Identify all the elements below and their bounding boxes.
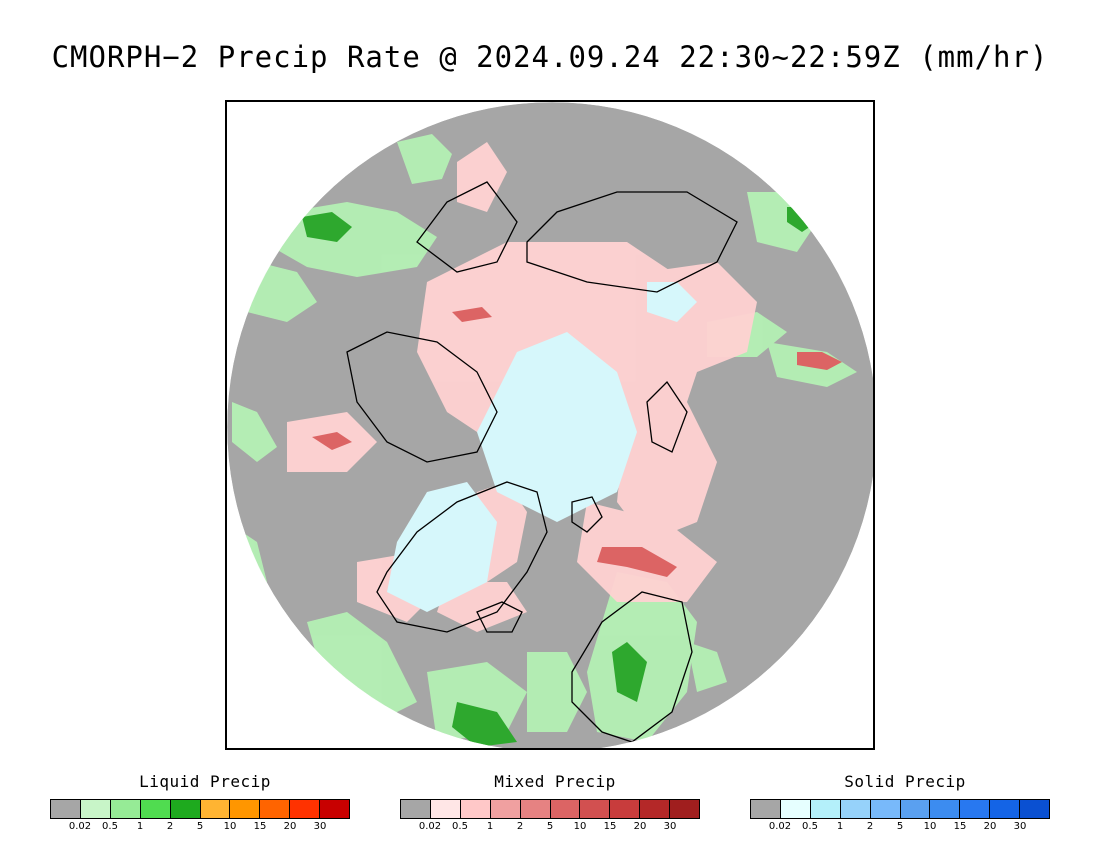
legend-solid-swatch: [751, 800, 781, 818]
legend-mixed-tick-label: 20: [633, 821, 647, 832]
legend-liquid-swatch: [80, 800, 111, 818]
legend-liquid-tick-label: 10: [223, 821, 237, 832]
legend-solid-tick-label: 15: [953, 821, 967, 832]
legend-mixed-tick-label: 30: [663, 821, 677, 832]
legend-mixed-swatch: [401, 800, 431, 818]
legend-solid-tick-label: 2: [866, 821, 874, 832]
solid-precip-areas: [387, 282, 697, 612]
legend-liquid-tick-label: 0.02: [68, 821, 92, 832]
legend-mixed-tick-label: 10: [573, 821, 587, 832]
legend-mixed-tick-label: 1: [486, 821, 494, 832]
legend-liquid-swatch: [200, 800, 231, 818]
legend-solid-tick-label: 30: [1013, 821, 1027, 832]
legend-mixed-swatch: [460, 800, 491, 818]
legend-mixed-swatch: [430, 800, 461, 818]
legend-liquid-tick-label: 1: [136, 821, 144, 832]
legend-liquid-ticks: 0.02 0.5 1 2 5 10 15 20 30: [50, 821, 350, 835]
iceland-coast: [476, 601, 523, 633]
scandinavia-coast: [571, 591, 693, 743]
legend-mixed-tick-label: 5: [546, 821, 554, 832]
legend-solid-swatch: [1020, 800, 1050, 818]
legend-liquid-tick-label: 2: [166, 821, 174, 832]
legend-liquid-swatch: [320, 800, 350, 818]
legend-solid-swatch: [930, 800, 961, 818]
legend-liquid-tick-label: 15: [253, 821, 267, 832]
legend-mixed-swatch: [670, 800, 700, 818]
legend-liquid-swatch: [51, 800, 81, 818]
canadian-archipelago-coast: [346, 331, 498, 463]
legend-liquid-swatch: [230, 800, 261, 818]
legend-solid: Solid Precip 0.02 0.5 1 2 5 10 15 20 30: [750, 772, 1060, 835]
legend-mixed-tick-label: 2: [516, 821, 524, 832]
legend-solid-swatch: [810, 800, 841, 818]
legend-solid-ticks: 0.02 0.5 1 2 5 10 15 20 30: [750, 821, 1050, 835]
legend-mixed-tick-label: 15: [603, 821, 617, 832]
legend-solid-tick-label: 0.5: [802, 821, 818, 832]
legend-mixed-swatch: [550, 800, 581, 818]
legend-mixed-swatch: [520, 800, 551, 818]
legend-liquid-swatch: [140, 800, 171, 818]
legend-solid-bar: [750, 799, 1050, 819]
legend-solid-swatch: [870, 800, 901, 818]
legend-solid-tick-label: 5: [896, 821, 904, 832]
legend-solid-swatch: [960, 800, 991, 818]
legend-mixed: Mixed Precip 0.02 0.5 1 2 5 10 15 20 30: [400, 772, 710, 835]
legend-solid-tick-label: 0.02: [768, 821, 792, 832]
greenland-coast: [376, 481, 548, 633]
chart-title: CMORPH−2 Precip Rate @ 2024.09.24 22:30~…: [51, 40, 1049, 74]
legend-liquid-swatch: [110, 800, 141, 818]
legend-solid-swatch: [780, 800, 811, 818]
legend-solid-tick-label: 1: [836, 821, 844, 832]
legend-solid-swatch: [990, 800, 1021, 818]
legend-mixed-bar: [400, 799, 700, 819]
legend-solid-swatch: [900, 800, 931, 818]
legend-mixed-tick-label: 0.5: [452, 821, 468, 832]
legend-liquid-tick-label: 5: [196, 821, 204, 832]
map-canvas: [227, 102, 873, 748]
legend-liquid-swatch: [260, 800, 291, 818]
legend-mixed-title: Mixed Precip: [494, 772, 616, 791]
heavy-liquid-cores: [302, 207, 817, 747]
siberia-coast: [526, 191, 738, 293]
legend-liquid-tick-label: 30: [313, 821, 327, 832]
legend-liquid-swatch: [290, 800, 321, 818]
legend-mixed-swatch: [640, 800, 671, 818]
alaska-coast: [416, 181, 518, 273]
legend-mixed-swatch: [610, 800, 641, 818]
legend-solid-tick-label: 10: [923, 821, 937, 832]
legend-liquid-title: Liquid Precip: [139, 772, 271, 791]
legend-liquid-tick-label: 0.5: [102, 821, 118, 832]
legend-liquid: Liquid Precip 0.02 0.5 1 2 5 10 15 20 30: [50, 772, 360, 835]
legend-liquid-tick-label: 20: [283, 821, 297, 832]
legend-solid-title: Solid Precip: [844, 772, 966, 791]
heavy-mixed-cores: [312, 307, 842, 577]
legend-mixed-ticks: 0.02 0.5 1 2 5 10 15 20 30: [400, 821, 700, 835]
legend-solid-tick-label: 20: [983, 821, 997, 832]
svalbard-coast: [571, 496, 603, 533]
legend-liquid-bar: [50, 799, 350, 819]
legend-solid-swatch: [840, 800, 871, 818]
legend-mixed-tick-label: 0.02: [418, 821, 442, 832]
polar-precip-map: [225, 100, 875, 750]
legend-mixed-swatch: [580, 800, 611, 818]
novaya-zemlya-coast: [646, 380, 688, 453]
legend-liquid-swatch: [170, 800, 201, 818]
coastlines: [346, 181, 738, 743]
legend-mixed-swatch: [490, 800, 521, 818]
